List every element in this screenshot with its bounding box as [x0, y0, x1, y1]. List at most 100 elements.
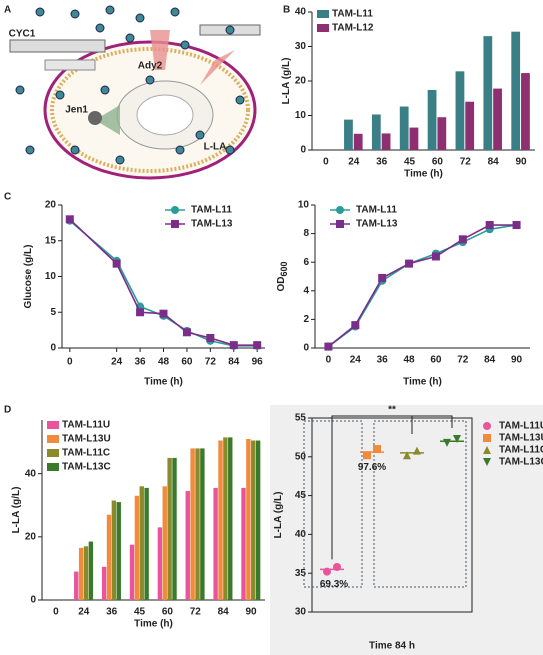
x-tick-label: 72	[205, 357, 217, 368]
legend-marker	[483, 434, 491, 442]
x-tick-label: 90	[516, 157, 528, 168]
point	[363, 451, 371, 460]
bar	[200, 448, 205, 600]
schematic	[9, 5, 261, 180]
point	[443, 438, 451, 447]
bar	[144, 487, 149, 600]
point	[333, 562, 341, 571]
y-axis-label: Glucose (g/L)	[23, 245, 34, 309]
legend-marker	[483, 422, 491, 430]
bar	[371, 114, 381, 150]
point	[453, 434, 461, 443]
point	[206, 333, 215, 342]
y-tick-label: 8	[303, 228, 309, 239]
panel-label: B	[283, 5, 290, 16]
bar	[493, 88, 502, 150]
legend-label: TAM-L11	[356, 205, 397, 216]
bar	[455, 71, 465, 150]
x-tick-label: 0	[323, 157, 329, 168]
bar	[381, 133, 391, 150]
x-tick-label: 0	[67, 357, 73, 368]
y-axis-label: OD600	[276, 261, 290, 291]
point	[413, 446, 421, 455]
bar	[255, 440, 261, 600]
x-tick-label: 60	[432, 157, 444, 168]
x-tick-label: 45	[134, 607, 146, 618]
annotation: 97.6%	[358, 462, 386, 473]
bar	[167, 457, 172, 600]
point	[405, 259, 414, 268]
y-tick-label: 20	[45, 200, 57, 211]
legend-marker	[171, 206, 179, 214]
x-tick-label: 72	[190, 607, 202, 618]
y-axis-label-text: L-LA (g/L)	[273, 492, 284, 539]
x-tick-label: 84	[228, 357, 240, 368]
bar	[213, 487, 218, 600]
y-tick-label: 35	[295, 568, 307, 579]
x-tick-label: 24	[348, 157, 360, 168]
legend-marker	[336, 206, 344, 214]
line	[327, 224, 517, 348]
x-tick-label: 24	[78, 607, 90, 618]
bar	[101, 566, 107, 600]
bar	[78, 547, 84, 600]
x-tick-label: 36	[135, 357, 147, 368]
bar	[223, 437, 228, 600]
point	[512, 221, 521, 230]
legend-label: TAM-L13	[191, 219, 233, 230]
point	[229, 341, 238, 350]
y-tick-label: 5	[50, 307, 56, 318]
x-tick-label: 60	[162, 607, 174, 618]
diagram-label: L-LA	[204, 142, 227, 153]
x-axis-label: Time (h)	[404, 169, 443, 180]
x-axis-label: Time (h)	[134, 619, 173, 630]
annotation: **	[388, 405, 396, 416]
y-axis-label: L-LA (g/L)	[281, 58, 292, 105]
bar	[134, 495, 140, 600]
x-tick-label: 72	[457, 355, 469, 366]
y-tick-label: 10	[298, 200, 310, 211]
panel-label: A	[4, 5, 11, 16]
point	[182, 328, 191, 337]
bar	[521, 73, 530, 150]
line	[327, 224, 517, 348]
point	[136, 308, 145, 317]
bar	[157, 527, 163, 600]
point	[458, 235, 467, 244]
bar	[195, 448, 200, 600]
bar	[129, 544, 135, 600]
legend-marker	[171, 220, 179, 228]
bar	[483, 36, 493, 150]
y-tick-label: 40	[295, 529, 307, 540]
x-tick-label: 60	[430, 355, 442, 366]
point	[431, 252, 440, 261]
x-tick-label: 45	[404, 157, 416, 168]
plot-frame	[311, 417, 473, 613]
x-tick-label: 72	[460, 157, 472, 168]
y-tick-label: 20	[295, 76, 307, 87]
y-tick-label: 40	[25, 468, 37, 479]
x-tick-label: 60	[181, 357, 193, 368]
y-tick-label: 0	[303, 343, 309, 354]
x-tick-label: 84	[488, 157, 500, 168]
y-tick-label: 20	[25, 531, 37, 542]
point	[324, 342, 333, 351]
x-tick-label: 90	[511, 355, 523, 366]
bar	[465, 101, 475, 150]
bar	[88, 541, 94, 600]
bar	[228, 437, 233, 600]
bar	[427, 89, 437, 150]
x-tick-label: 24	[350, 355, 362, 366]
y-axis-label-text: L-LA (g/L)	[281, 58, 292, 105]
legend-swatch	[47, 421, 59, 429]
bar	[162, 486, 167, 600]
bar	[139, 486, 144, 600]
y-axis-label: L-LA (g/L)	[11, 487, 22, 534]
y-axis-label-text: OD	[276, 277, 287, 292]
y-tick-label: 15	[45, 235, 57, 246]
bar	[218, 440, 223, 600]
legend-swatch	[47, 463, 59, 471]
point	[253, 341, 262, 350]
y-tick-label: 55	[295, 413, 307, 424]
